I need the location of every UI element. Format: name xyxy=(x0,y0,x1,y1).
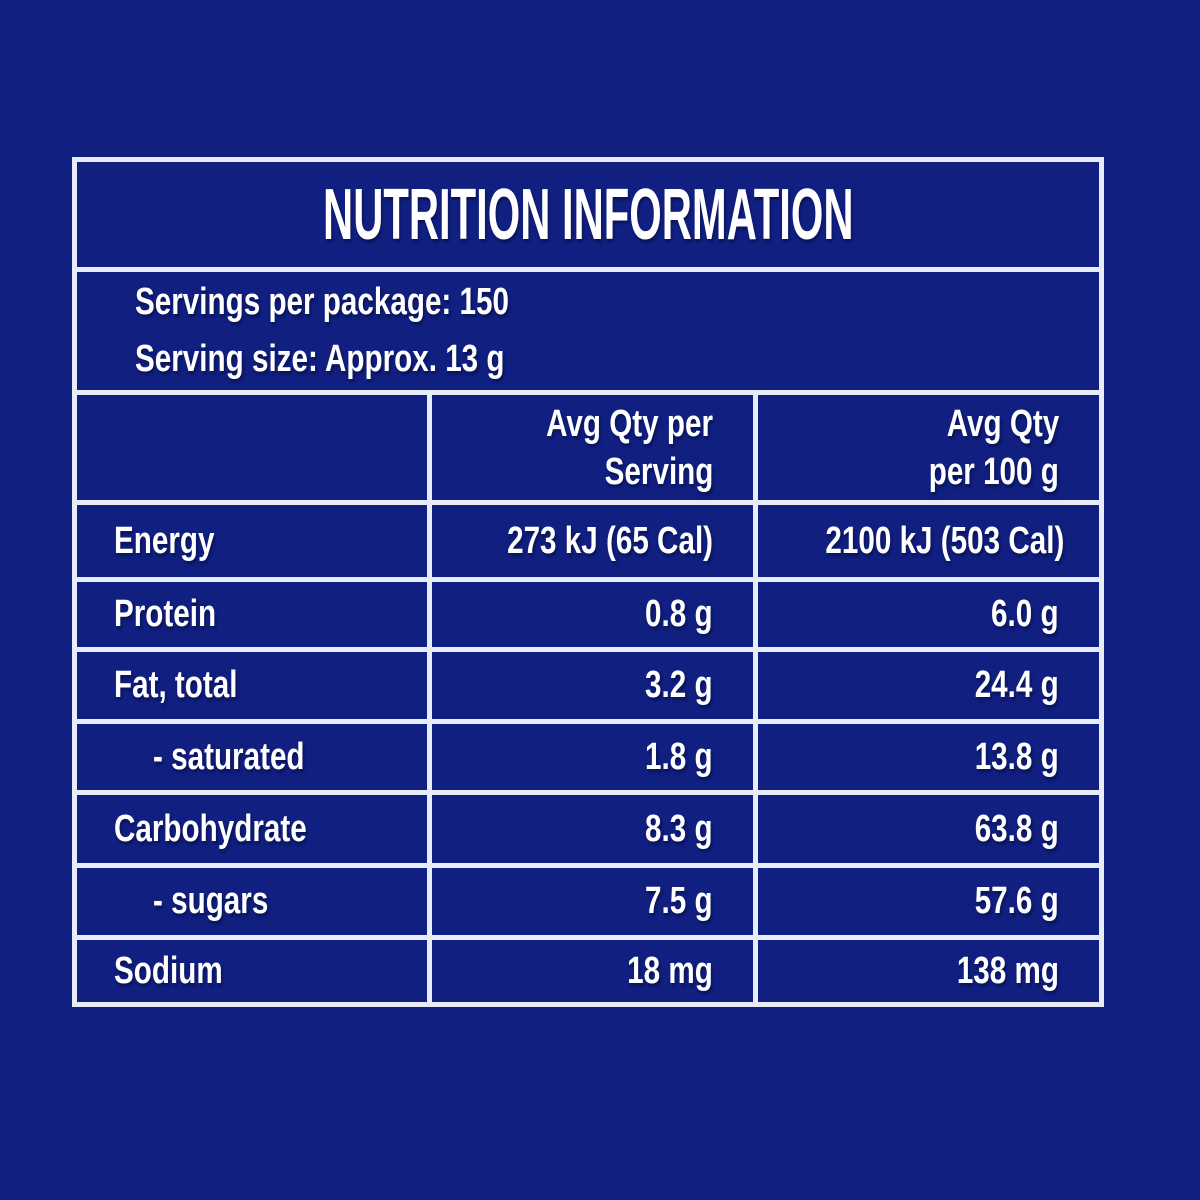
per-serving-value: 18 mg xyxy=(427,940,753,1002)
servings-info-row: Servings per package: 150 Serving size: … xyxy=(77,272,1099,395)
row-label-text: Protein xyxy=(114,593,217,635)
header-per-serving-line1: Avg Qty per xyxy=(546,402,713,445)
per-100g-value-text: 138 mg xyxy=(956,949,1059,992)
per-100g-value: 63.8 g xyxy=(753,795,1099,863)
per-serving-value-text: 7.5 g xyxy=(645,880,713,922)
table-row-saturated: - saturated 1.8 g 13.8 g xyxy=(77,724,1099,795)
per-serving-value-text: 8.3 g xyxy=(645,807,713,850)
table-row-energy: Energy 273 kJ (65 Cal) 2100 kJ (503 Cal) xyxy=(77,505,1099,582)
per-100g-value: 13.8 g xyxy=(753,724,1099,790)
row-label-text: Energy xyxy=(114,519,215,562)
row-label: Protein xyxy=(77,582,427,647)
per-100g-value: 2100 kJ (503 Cal) xyxy=(753,505,1104,577)
row-label: - saturated xyxy=(77,724,427,790)
per-100g-value: 57.6 g xyxy=(753,868,1099,935)
table-row-sugars: - sugars 7.5 g 57.6 g xyxy=(77,868,1099,940)
table-row-sodium: Sodium 18 mg 138 mg xyxy=(77,940,1099,1002)
per-100g-value: 24.4 g xyxy=(753,652,1099,719)
row-label: Energy xyxy=(77,505,427,577)
per-serving-value-text: 273 kJ (65 Cal) xyxy=(507,519,713,562)
header-per-100g-cell: Avg Qty per 100 g xyxy=(753,395,1099,500)
per-serving-value: 0.8 g xyxy=(427,582,753,647)
row-label: Fat, total xyxy=(77,652,427,719)
header-per-100g-line2: per 100 g xyxy=(928,450,1059,493)
per-serving-value: 7.5 g xyxy=(427,868,753,935)
per-100g-value: 138 mg xyxy=(753,940,1099,1002)
row-label: Carbohydrate xyxy=(77,795,427,863)
per-serving-value-text: 3.2 g xyxy=(645,664,713,706)
per-serving-value: 273 kJ (65 Cal) xyxy=(427,505,753,577)
table-row-protein: Protein 0.8 g 6.0 g xyxy=(77,582,1099,652)
serving-size-line: Serving size: Approx. 13 g xyxy=(135,331,1099,388)
per-serving-value: 3.2 g xyxy=(427,652,753,719)
header-per-serving-line2: Serving xyxy=(604,450,713,493)
row-label-text: Carbohydrate xyxy=(114,807,307,850)
header-per-serving-cell: Avg Qty per Serving xyxy=(427,395,753,500)
row-label-text: - saturated xyxy=(153,735,305,778)
per-serving-value-text: 0.8 g xyxy=(645,593,713,635)
panel-title-row: NUTRITION INFORMATION xyxy=(77,162,1099,272)
row-label: - sugars xyxy=(77,868,427,935)
header-label-cell xyxy=(77,395,427,500)
row-label-text: Fat, total xyxy=(114,664,238,706)
nutrition-panel: NUTRITION INFORMATION Servings per packa… xyxy=(72,157,1104,1007)
per-serving-value: 8.3 g xyxy=(427,795,753,863)
column-header-row: Avg Qty per Serving Avg Qty per 100 g xyxy=(77,395,1099,505)
per-serving-value-text: 18 mg xyxy=(627,949,713,992)
header-per-100g-line1: Avg Qty xyxy=(946,402,1059,445)
per-100g-value-text: 57.6 g xyxy=(974,880,1059,922)
per-100g-value-text: 13.8 g xyxy=(974,735,1059,778)
row-label-text: - sugars xyxy=(153,880,269,922)
row-label-text: Sodium xyxy=(114,949,223,992)
per-100g-value-text: 2100 kJ (503 Cal) xyxy=(825,519,1065,562)
per-100g-value-text: 63.8 g xyxy=(974,807,1059,850)
per-100g-value-text: 24.4 g xyxy=(974,664,1059,706)
table-row-carbohydrate: Carbohydrate 8.3 g 63.8 g xyxy=(77,795,1099,868)
serving-size-text: Serving size: Approx. 13 g xyxy=(135,338,505,380)
table-row-fat-total: Fat, total 3.2 g 24.4 g xyxy=(77,652,1099,724)
per-serving-value-text: 1.8 g xyxy=(645,735,713,778)
row-label: Sodium xyxy=(77,940,427,1002)
per-serving-value: 1.8 g xyxy=(427,724,753,790)
servings-per-package-text: Servings per package: 150 xyxy=(135,281,509,323)
per-100g-value: 6.0 g xyxy=(753,582,1099,647)
per-100g-value-text: 6.0 g xyxy=(991,593,1059,635)
servings-per-package-line: Servings per package: 150 xyxy=(135,274,1099,331)
panel-title: NUTRITION INFORMATION xyxy=(322,174,854,255)
